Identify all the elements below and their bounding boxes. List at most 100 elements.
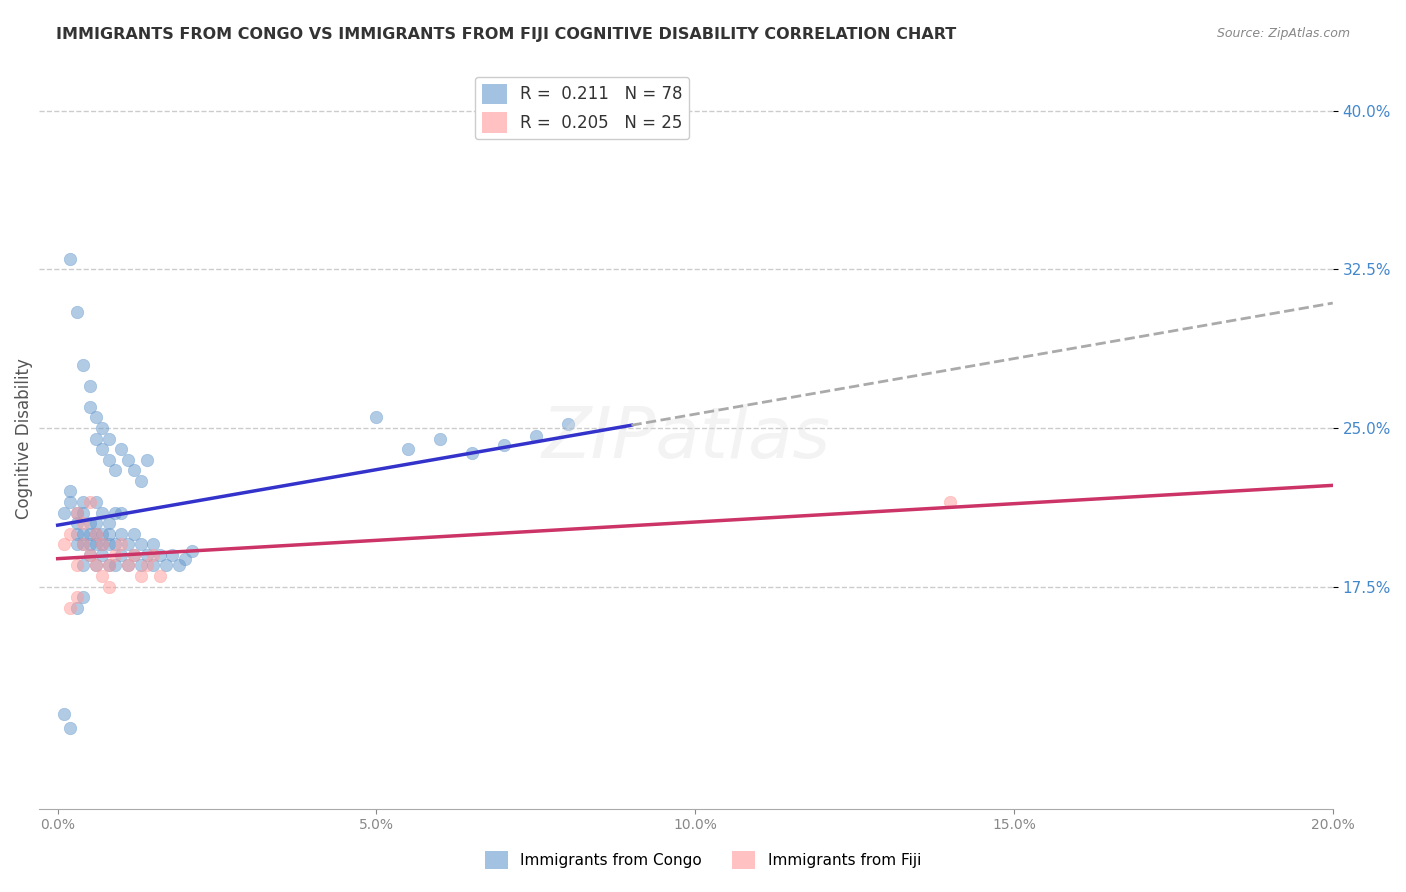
Point (66, 558, 89, 573)
Point (122, 463, 145, 477)
Point (66, 516, 89, 531)
Point (461, 446, 484, 460)
Point (97, 537, 120, 551)
Point (79, 548, 101, 562)
Point (66, 591, 89, 605)
Point (180, 543, 202, 558)
Point (117, 558, 139, 573)
Legend: R =  0.211   N = 78, R =  0.205   N = 25: R = 0.211 N = 78, R = 0.205 N = 25 (475, 77, 689, 139)
Point (129, 474, 152, 488)
Point (72, 358, 94, 372)
Point (66, 506, 89, 520)
Point (91, 526, 114, 541)
Point (84, 495, 107, 509)
Point (79, 400, 101, 414)
Point (939, 495, 962, 509)
Point (66, 304, 89, 318)
Point (97, 580, 120, 594)
Point (129, 558, 152, 573)
Point (97, 432, 120, 446)
Point (104, 537, 127, 551)
Point (91, 506, 114, 520)
Point (136, 452, 159, 467)
Legend: Immigrants from Congo, Immigrants from Fiji: Immigrants from Congo, Immigrants from F… (479, 845, 927, 875)
Point (79, 516, 101, 531)
Point (66, 526, 89, 541)
Point (84, 432, 107, 446)
Point (104, 463, 127, 477)
Point (66, 537, 89, 551)
Point (84, 558, 107, 573)
Point (524, 429, 547, 443)
Point (91, 537, 114, 551)
Point (142, 558, 165, 573)
Point (129, 537, 152, 551)
Point (557, 417, 579, 431)
Text: ZIPatlas: ZIPatlas (541, 404, 830, 473)
Point (72, 591, 94, 605)
Point (59, 495, 82, 509)
Point (174, 552, 197, 566)
Point (72, 516, 94, 531)
Point (110, 526, 132, 541)
Point (84, 516, 107, 531)
Point (72, 537, 94, 551)
Point (366, 410, 388, 425)
Point (91, 548, 114, 562)
Point (72, 506, 94, 520)
Point (66, 506, 89, 520)
Point (97, 558, 120, 573)
Point (79, 548, 101, 562)
Point (110, 537, 132, 551)
Point (97, 526, 120, 541)
Point (79, 378, 101, 392)
Point (84, 410, 107, 425)
Point (84, 558, 107, 573)
Point (53, 506, 76, 520)
Point (129, 569, 152, 583)
Point (162, 548, 184, 562)
Point (104, 506, 127, 520)
Point (155, 558, 177, 573)
Point (79, 526, 101, 541)
Point (59, 484, 82, 499)
Y-axis label: Cognitive Disability: Cognitive Disability (15, 359, 32, 519)
Point (136, 548, 159, 562)
Point (396, 442, 419, 457)
Point (53, 537, 76, 551)
Point (110, 548, 132, 562)
Point (66, 600, 89, 615)
Point (84, 526, 107, 541)
Point (84, 537, 107, 551)
Point (104, 548, 127, 562)
Point (59, 721, 82, 735)
Point (149, 569, 172, 583)
Text: Source: ZipAtlas.com: Source: ZipAtlas.com (1216, 27, 1350, 40)
Point (91, 569, 114, 583)
Point (104, 558, 127, 573)
Point (110, 506, 132, 520)
Point (72, 526, 94, 541)
Point (53, 706, 76, 721)
Point (59, 526, 82, 541)
Point (142, 548, 165, 562)
Point (97, 452, 120, 467)
Point (79, 537, 101, 551)
Point (492, 438, 515, 452)
Point (84, 526, 107, 541)
Point (117, 537, 139, 551)
Point (117, 558, 139, 573)
Point (59, 252, 82, 266)
Point (72, 537, 94, 551)
Point (136, 558, 159, 573)
Point (79, 495, 101, 509)
Point (142, 537, 165, 551)
Text: IMMIGRANTS FROM CONGO VS IMMIGRANTS FROM FIJI COGNITIVE DISABILITY CORRELATION C: IMMIGRANTS FROM CONGO VS IMMIGRANTS FROM… (56, 27, 956, 42)
Point (91, 537, 114, 551)
Point (59, 600, 82, 615)
Point (91, 442, 114, 457)
Point (117, 452, 139, 467)
Point (72, 558, 94, 573)
Point (122, 548, 145, 562)
Point (167, 558, 190, 573)
